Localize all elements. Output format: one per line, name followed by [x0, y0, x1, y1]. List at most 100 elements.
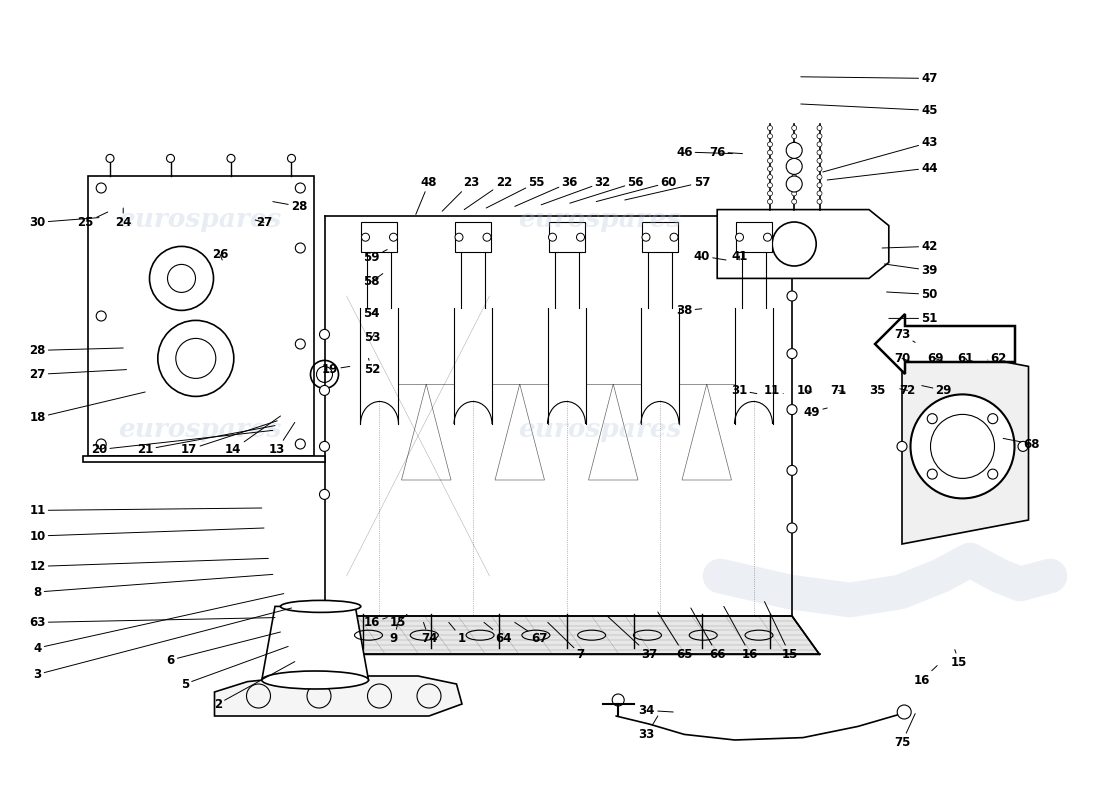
- Circle shape: [768, 191, 772, 196]
- Text: 74: 74: [421, 622, 437, 645]
- Circle shape: [792, 199, 796, 204]
- Polygon shape: [736, 222, 771, 252]
- Text: 60: 60: [596, 176, 676, 202]
- Polygon shape: [362, 222, 397, 252]
- Circle shape: [1018, 442, 1028, 451]
- Text: 18: 18: [30, 392, 145, 424]
- Text: 19: 19: [322, 363, 350, 376]
- Ellipse shape: [262, 671, 369, 689]
- Text: 31: 31: [732, 384, 757, 397]
- Text: 11: 11: [30, 504, 262, 517]
- Circle shape: [549, 234, 557, 242]
- Text: 10: 10: [30, 528, 264, 542]
- Text: 64: 64: [484, 622, 512, 645]
- Circle shape: [817, 126, 822, 130]
- Polygon shape: [551, 230, 582, 248]
- Text: eurospares: eurospares: [518, 418, 682, 442]
- Circle shape: [96, 183, 107, 193]
- Text: 62: 62: [988, 352, 1007, 365]
- Polygon shape: [717, 210, 889, 278]
- Text: 23: 23: [442, 176, 478, 211]
- Circle shape: [295, 243, 306, 253]
- Circle shape: [792, 158, 796, 163]
- Circle shape: [768, 166, 772, 171]
- Circle shape: [786, 142, 802, 158]
- Circle shape: [768, 199, 772, 204]
- Text: 36: 36: [515, 176, 578, 206]
- Circle shape: [389, 234, 397, 242]
- Circle shape: [786, 405, 798, 414]
- Text: 14: 14: [226, 416, 280, 456]
- Circle shape: [792, 134, 796, 138]
- Text: 5: 5: [180, 646, 288, 690]
- Circle shape: [817, 166, 822, 171]
- Text: 12: 12: [30, 558, 268, 573]
- Text: 17: 17: [182, 421, 277, 456]
- Circle shape: [792, 191, 796, 196]
- Text: 61: 61: [958, 352, 974, 365]
- Circle shape: [768, 142, 772, 147]
- Text: 76: 76: [710, 146, 742, 158]
- Text: 39: 39: [884, 264, 937, 277]
- Text: 1: 1: [449, 622, 466, 645]
- Circle shape: [817, 134, 822, 138]
- Text: 40: 40: [694, 250, 726, 262]
- Circle shape: [786, 291, 798, 301]
- Circle shape: [896, 442, 907, 451]
- Circle shape: [96, 439, 107, 449]
- Circle shape: [319, 330, 330, 339]
- Circle shape: [927, 469, 937, 479]
- Text: 73: 73: [894, 328, 915, 342]
- Circle shape: [576, 234, 584, 242]
- Text: 49: 49: [803, 406, 827, 418]
- Text: 30: 30: [30, 216, 99, 229]
- Text: 28: 28: [273, 200, 307, 213]
- Text: 48: 48: [416, 176, 438, 214]
- Text: 28: 28: [30, 344, 123, 357]
- Text: 8: 8: [33, 574, 273, 598]
- Text: 7: 7: [548, 622, 585, 661]
- Circle shape: [786, 176, 802, 192]
- Text: 3: 3: [33, 608, 292, 681]
- Text: 25: 25: [78, 212, 108, 229]
- Text: 47: 47: [801, 72, 937, 85]
- Polygon shape: [902, 342, 1028, 544]
- Polygon shape: [458, 230, 488, 248]
- Polygon shape: [364, 230, 395, 248]
- Text: 10: 10: [798, 384, 813, 397]
- Text: 42: 42: [882, 240, 937, 253]
- Text: 70: 70: [894, 352, 911, 365]
- Text: 71: 71: [830, 384, 846, 397]
- Circle shape: [898, 705, 911, 719]
- Circle shape: [768, 134, 772, 138]
- Circle shape: [642, 234, 650, 242]
- Circle shape: [106, 154, 114, 162]
- Circle shape: [768, 182, 772, 188]
- Circle shape: [786, 523, 798, 533]
- Circle shape: [817, 174, 822, 179]
- Text: 27: 27: [30, 368, 127, 381]
- Circle shape: [792, 126, 796, 130]
- Circle shape: [483, 234, 491, 242]
- Text: 53: 53: [364, 331, 380, 344]
- Text: 72: 72: [900, 384, 915, 397]
- Circle shape: [786, 158, 802, 174]
- Circle shape: [768, 158, 772, 163]
- Text: 21: 21: [138, 426, 275, 456]
- Circle shape: [817, 182, 822, 188]
- Polygon shape: [549, 222, 584, 252]
- Text: 75: 75: [894, 714, 915, 749]
- Circle shape: [792, 174, 796, 179]
- Circle shape: [817, 191, 822, 196]
- Circle shape: [768, 174, 772, 179]
- Polygon shape: [88, 176, 313, 456]
- Circle shape: [763, 234, 771, 242]
- Text: 41: 41: [732, 250, 747, 262]
- Circle shape: [96, 311, 107, 321]
- Text: 4: 4: [33, 594, 284, 654]
- Circle shape: [362, 234, 370, 242]
- Ellipse shape: [280, 600, 361, 613]
- Text: 27: 27: [255, 216, 272, 229]
- Text: eurospares: eurospares: [119, 418, 282, 442]
- Text: 16: 16: [364, 616, 387, 629]
